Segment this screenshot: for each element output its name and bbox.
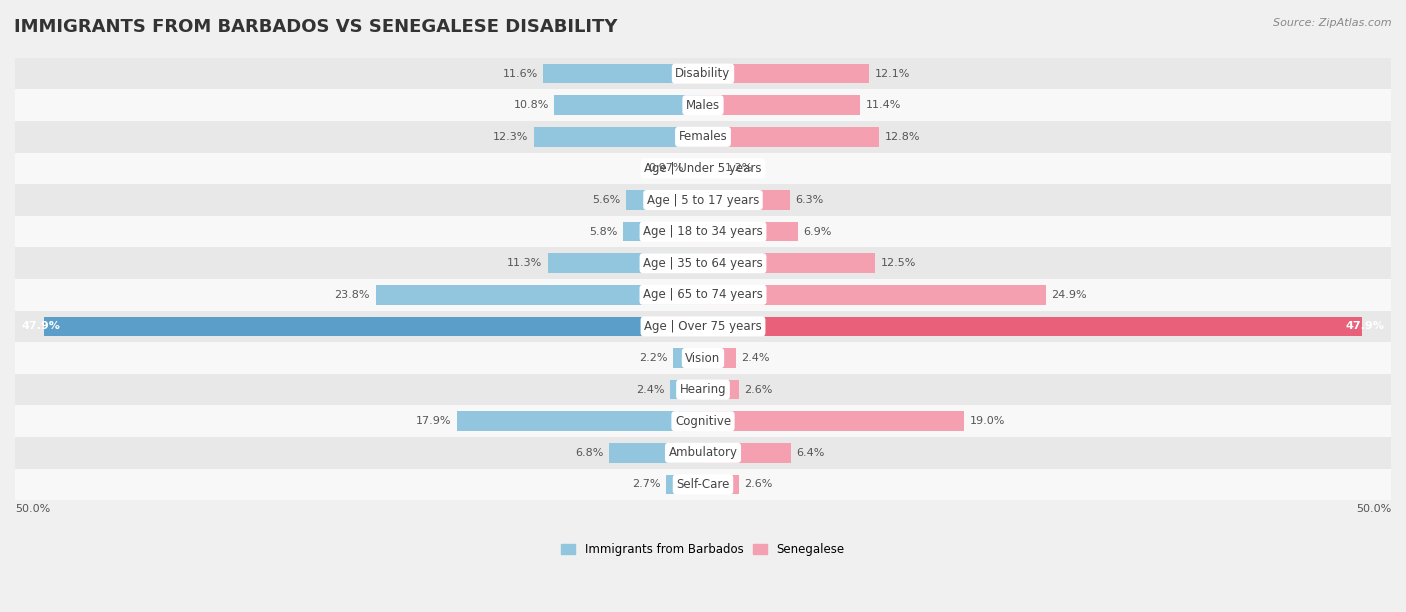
Bar: [623, 222, 703, 241]
Text: 12.5%: 12.5%: [880, 258, 915, 268]
Bar: [703, 285, 1046, 305]
Bar: [626, 190, 703, 210]
Text: 47.9%: 47.9%: [22, 321, 60, 332]
Bar: [543, 64, 703, 83]
Bar: [15, 311, 1391, 342]
Bar: [534, 127, 703, 147]
Bar: [703, 443, 792, 463]
Bar: [703, 380, 738, 400]
Text: 6.9%: 6.9%: [803, 226, 832, 237]
Text: Age | Over 75 years: Age | Over 75 years: [644, 320, 762, 333]
Text: 2.7%: 2.7%: [631, 479, 661, 490]
Text: Age | 5 to 17 years: Age | 5 to 17 years: [647, 193, 759, 206]
Text: Age | 35 to 64 years: Age | 35 to 64 years: [643, 256, 763, 270]
Text: 6.8%: 6.8%: [575, 448, 605, 458]
Bar: [672, 348, 703, 368]
Bar: [15, 89, 1391, 121]
Bar: [15, 437, 1391, 469]
Bar: [703, 127, 879, 147]
Bar: [15, 469, 1391, 500]
Text: 17.9%: 17.9%: [416, 416, 451, 426]
Text: 11.6%: 11.6%: [502, 69, 538, 78]
Text: 2.4%: 2.4%: [741, 353, 770, 363]
Text: 12.3%: 12.3%: [494, 132, 529, 142]
Text: 50.0%: 50.0%: [15, 504, 51, 514]
Bar: [671, 380, 703, 400]
Text: 1.2%: 1.2%: [725, 163, 754, 173]
Bar: [44, 316, 703, 336]
Legend: Immigrants from Barbados, Senegalese: Immigrants from Barbados, Senegalese: [561, 543, 845, 556]
Bar: [703, 159, 720, 178]
Text: 5.8%: 5.8%: [589, 226, 617, 237]
Text: Disability: Disability: [675, 67, 731, 80]
Text: 2.6%: 2.6%: [744, 479, 773, 490]
Text: 6.4%: 6.4%: [797, 448, 825, 458]
Text: 24.9%: 24.9%: [1052, 290, 1087, 300]
Text: 23.8%: 23.8%: [335, 290, 370, 300]
Bar: [15, 342, 1391, 374]
Text: 47.9%: 47.9%: [1346, 321, 1384, 332]
Text: 2.6%: 2.6%: [744, 384, 773, 395]
Bar: [554, 95, 703, 115]
Text: 50.0%: 50.0%: [1355, 504, 1391, 514]
Bar: [609, 443, 703, 463]
Bar: [15, 247, 1391, 279]
Bar: [703, 222, 799, 241]
Text: 11.4%: 11.4%: [865, 100, 901, 110]
Text: 11.3%: 11.3%: [506, 258, 541, 268]
Bar: [457, 411, 703, 431]
Bar: [15, 58, 1391, 89]
Bar: [15, 184, 1391, 216]
Text: Males: Males: [686, 99, 720, 112]
Text: 10.8%: 10.8%: [513, 100, 548, 110]
Bar: [15, 374, 1391, 405]
Bar: [703, 348, 735, 368]
Text: Self-Care: Self-Care: [676, 478, 730, 491]
Text: Source: ZipAtlas.com: Source: ZipAtlas.com: [1274, 18, 1392, 28]
Bar: [375, 285, 703, 305]
Text: 12.1%: 12.1%: [875, 69, 910, 78]
Bar: [690, 159, 703, 178]
Text: Females: Females: [679, 130, 727, 143]
Text: Age | 18 to 34 years: Age | 18 to 34 years: [643, 225, 763, 238]
Text: 2.2%: 2.2%: [638, 353, 668, 363]
Text: Ambulatory: Ambulatory: [668, 446, 738, 460]
Bar: [15, 216, 1391, 247]
Bar: [703, 411, 965, 431]
Text: 2.4%: 2.4%: [636, 384, 665, 395]
Text: 5.6%: 5.6%: [592, 195, 620, 205]
Text: 6.3%: 6.3%: [796, 195, 824, 205]
Text: 0.97%: 0.97%: [648, 163, 685, 173]
Bar: [15, 279, 1391, 311]
Text: Vision: Vision: [685, 351, 721, 365]
Bar: [703, 253, 875, 273]
Bar: [703, 64, 869, 83]
Text: 12.8%: 12.8%: [884, 132, 920, 142]
Bar: [703, 316, 1362, 336]
Bar: [15, 152, 1391, 184]
Text: Hearing: Hearing: [679, 383, 727, 396]
Bar: [703, 475, 738, 494]
Bar: [15, 121, 1391, 152]
Text: IMMIGRANTS FROM BARBADOS VS SENEGALESE DISABILITY: IMMIGRANTS FROM BARBADOS VS SENEGALESE D…: [14, 18, 617, 36]
Text: Age | 65 to 74 years: Age | 65 to 74 years: [643, 288, 763, 301]
Text: Cognitive: Cognitive: [675, 415, 731, 428]
Bar: [703, 95, 860, 115]
Text: 19.0%: 19.0%: [970, 416, 1005, 426]
Bar: [666, 475, 703, 494]
Bar: [547, 253, 703, 273]
Bar: [703, 190, 790, 210]
Bar: [15, 405, 1391, 437]
Text: Age | Under 5 years: Age | Under 5 years: [644, 162, 762, 175]
